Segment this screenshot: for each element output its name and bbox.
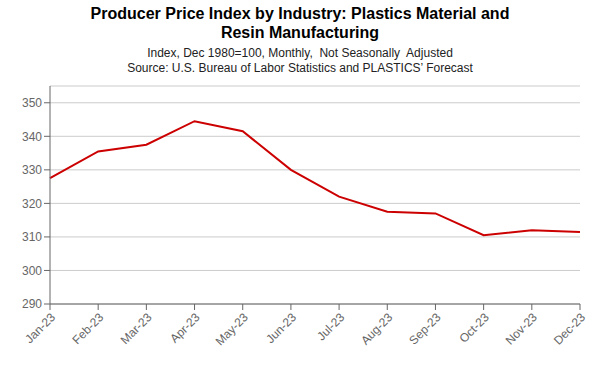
html-text:Source: U.S. Bureau of Labor S: Source: U.S. Bureau of Labor Statistics … [127, 61, 473, 75]
svg-text:330: 330 [22, 163, 42, 177]
svg-text:340: 340 [22, 130, 42, 144]
svg-text:Mar-23: Mar-23 [118, 310, 155, 347]
svg-text:290: 290 [22, 297, 42, 311]
html-text:Producer Price Index by Indust: Producer Price Index by Industry: Plasti… [90, 5, 510, 22]
svg-text:310: 310 [22, 230, 42, 244]
svg-text:Jan-23: Jan-23 [22, 310, 58, 346]
html-text:Index, Dec 1980=100, Monthly,: Index, Dec 1980=100, Monthly, Not Season… [147, 46, 453, 60]
svg-text:Oct-23: Oct-23 [456, 310, 492, 346]
svg-text:350: 350 [22, 96, 42, 110]
svg-text:300: 300 [22, 264, 42, 278]
svg-text:Dec-23: Dec-23 [551, 310, 588, 347]
svg-text:Nov-23: Nov-23 [503, 310, 540, 347]
html-text:Resin Manufacturing: Resin Manufacturing [220, 24, 380, 41]
svg-text:Aug-23: Aug-23 [358, 310, 395, 347]
svg-text:Sep-23: Sep-23 [406, 310, 443, 347]
svg-text:Jul-23: Jul-23 [314, 310, 347, 343]
svg-text:Jun-23: Jun-23 [263, 310, 299, 346]
svg-text:Feb-23: Feb-23 [70, 310, 107, 347]
svg-text:320: 320 [22, 197, 42, 211]
svg-text:Apr-23: Apr-23 [167, 310, 203, 346]
svg-text:May-23: May-23 [213, 310, 251, 348]
